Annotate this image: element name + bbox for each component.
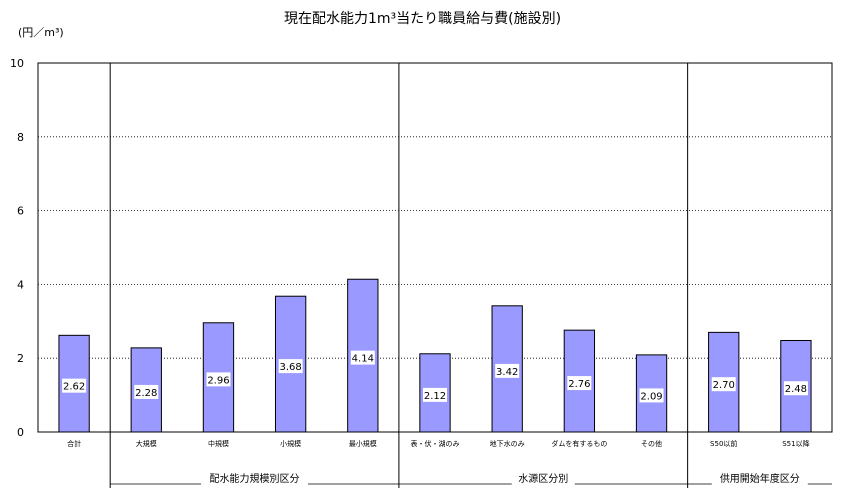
y-tick-label: 4 [17, 278, 24, 291]
y-tick-label: 2 [17, 352, 24, 365]
value-label-box [423, 387, 447, 402]
value-label: 2.62 [63, 382, 85, 393]
category-label: S50以前 [710, 439, 737, 448]
group-label-box [201, 470, 309, 486]
chart-title: 現在配水能力1m³当たり職員給与費(施設別) [283, 11, 562, 27]
category-label: 地下水のみ [490, 439, 525, 448]
category-label: 合計 [67, 439, 81, 448]
value-label-box [350, 350, 375, 365]
category-label: 表・伏・湖のみ [411, 439, 460, 448]
value-label: 3.42 [496, 367, 518, 378]
value-label: 2.12 [424, 391, 446, 402]
y-tick-label: 0 [17, 426, 24, 439]
value-label-box [711, 377, 736, 392]
group-label: 供用開始年度区分 [720, 472, 800, 485]
value-label-box [278, 359, 303, 374]
value-label-box [134, 384, 159, 399]
value-label-box [62, 378, 87, 393]
value-label-box [639, 388, 664, 403]
group-label-box [511, 470, 575, 486]
group-label-box [711, 470, 808, 486]
category-label: 最小規模 [349, 439, 377, 448]
category-label: 小規模 [280, 439, 301, 448]
category-label: S51以降 [782, 439, 809, 448]
category-label: ダムを有するもの [551, 439, 607, 448]
value-label: 2.09 [640, 391, 662, 402]
value-label: 2.48 [785, 384, 807, 395]
value-label-box [495, 363, 520, 378]
category-label: 中規模 [208, 439, 229, 448]
value-label: 3.68 [280, 362, 302, 373]
y-tick-label: 6 [17, 205, 24, 218]
value-label-box [206, 372, 231, 387]
y-tick-label: 8 [17, 131, 24, 144]
value-label-box [567, 376, 592, 391]
group-label: 配水能力規模別区分 [210, 472, 300, 485]
value-label: 2.76 [568, 379, 590, 390]
category-label: その他 [641, 439, 662, 448]
value-label: 2.28 [135, 388, 157, 399]
value-label: 2.96 [207, 375, 229, 386]
y-tick-label: 10 [10, 57, 24, 70]
group-label: 水源区分別 [518, 472, 568, 485]
y-axis-unit-label: (円／m³) [18, 26, 64, 39]
category-label: 大規模 [136, 439, 157, 448]
value-label-box [783, 381, 808, 396]
value-label: 4.14 [352, 354, 374, 365]
value-label: 2.70 [713, 380, 735, 391]
